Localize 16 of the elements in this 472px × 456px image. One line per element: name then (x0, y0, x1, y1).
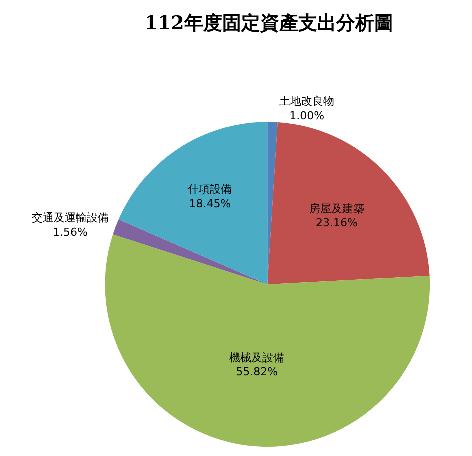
slice-label: 交通及運輸設備 (32, 212, 109, 225)
chart-title: 112年度固定資產支出分析圖 (144, 12, 394, 34)
pie-slice (268, 122, 430, 285)
slice-label: 機械及設備 (230, 351, 285, 364)
pie-slice (113, 220, 268, 285)
slice-label: 土地改良物 (280, 94, 335, 108)
pie-slice (118, 122, 268, 285)
data-label: 18.45% (189, 197, 232, 210)
slice-label: 什項設備 (188, 183, 232, 196)
data-label: 1.00% (290, 109, 325, 122)
data-label: 1.56% (52, 226, 88, 239)
pie-slice (105, 234, 430, 447)
data-label: 55.82% (236, 366, 278, 379)
data-label: 23.16% (316, 216, 358, 230)
slice-label: 房屋及建築 (309, 202, 364, 216)
pie-slice (268, 122, 278, 285)
